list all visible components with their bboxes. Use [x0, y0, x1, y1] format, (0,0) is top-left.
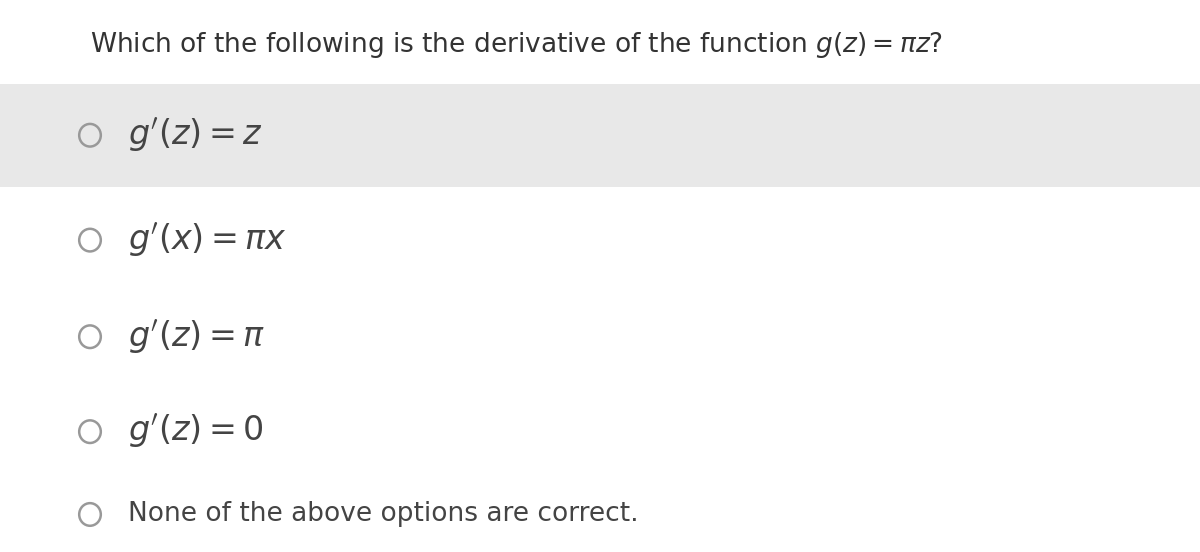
Text: $g'(z) = \pi$: $g'(z) = \pi$ — [128, 318, 265, 355]
Text: $g'(z) = z$: $g'(z) = z$ — [128, 116, 263, 154]
Text: $g'(z) = 0$: $g'(z) = 0$ — [128, 413, 264, 450]
Text: Which of the following is the derivative of the function $g(z) = \pi z$?: Which of the following is the derivative… — [90, 30, 943, 60]
Text: $g'(x) = \pi x$: $g'(x) = \pi x$ — [128, 221, 287, 259]
Text: None of the above options are correct.: None of the above options are correct. — [128, 501, 640, 528]
Bar — [0, 84, 1200, 187]
